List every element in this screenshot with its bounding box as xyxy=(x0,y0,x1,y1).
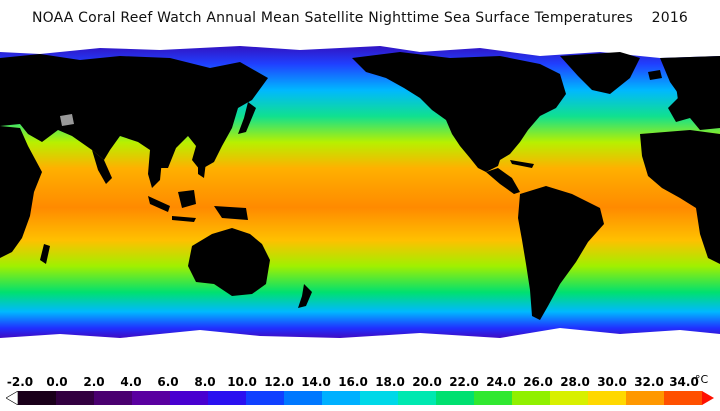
colorbar-swatch xyxy=(588,391,627,405)
colorbar xyxy=(6,391,714,405)
madagascar xyxy=(40,244,50,264)
colorbar-swatch xyxy=(398,391,437,405)
africa-east xyxy=(0,126,42,258)
tick-label: 20.0 xyxy=(412,375,442,389)
colorbar-swatch xyxy=(474,391,513,405)
colorbar-high-arrow xyxy=(702,391,714,405)
tick-label: 16.0 xyxy=(338,375,368,389)
map-title: NOAA Coral Reef Watch Annual Mean Satell… xyxy=(31,10,689,26)
tick-label: 26.0 xyxy=(523,375,553,389)
colorbar-swatch xyxy=(18,391,57,405)
tick-label: 28.0 xyxy=(560,375,590,389)
tick-label: 4.0 xyxy=(120,375,142,389)
greenland xyxy=(560,52,640,94)
sst-map xyxy=(0,38,720,364)
unit-label: °C xyxy=(695,373,709,386)
tick-label: 0.0 xyxy=(46,375,68,389)
tick-label: 6.0 xyxy=(157,375,179,389)
british-isles xyxy=(676,84,686,100)
colorbar-swatch xyxy=(512,391,551,405)
cuba xyxy=(510,160,534,168)
india xyxy=(92,150,112,184)
colorbar-swatch xyxy=(284,391,323,405)
tick-label: 24.0 xyxy=(486,375,516,389)
tick-label: 22.0 xyxy=(449,375,479,389)
tick-label: -2.0 xyxy=(6,375,34,389)
arctic-ice xyxy=(0,38,720,58)
colorbar-swatch xyxy=(550,391,589,405)
colorbar-swatch xyxy=(322,391,361,405)
java xyxy=(172,216,196,222)
borneo xyxy=(178,190,196,208)
new-zealand xyxy=(298,284,312,308)
colorbar-swatch xyxy=(664,391,703,405)
philippines xyxy=(198,156,206,178)
tick-label: 8.0 xyxy=(194,375,216,389)
iceland xyxy=(648,70,662,80)
africa-west xyxy=(640,130,720,264)
svalbard xyxy=(60,114,74,126)
antarctica xyxy=(0,328,720,364)
tick-label: 10.0 xyxy=(227,375,257,389)
indochina xyxy=(148,150,162,188)
tick-label: 34.0 xyxy=(669,375,699,389)
tick-label: 2.0 xyxy=(83,375,105,389)
colorbar-swatch xyxy=(170,391,209,405)
australia xyxy=(188,228,270,296)
colorbar-swatch xyxy=(626,391,665,405)
north-america xyxy=(352,52,566,172)
eurasia xyxy=(0,54,268,170)
colorbar-low-arrow xyxy=(6,391,19,405)
new-guinea xyxy=(214,206,248,220)
japan xyxy=(238,102,256,134)
europe xyxy=(660,56,720,130)
sumatra xyxy=(148,196,170,212)
colorbar-ticks: -2.0 0.0 2.0 4.0 6.0 8.0 10.0 12.0 14.0 … xyxy=(0,375,720,391)
tick-label: 32.0 xyxy=(634,375,664,389)
south-america xyxy=(518,186,604,320)
colorbar-swatch xyxy=(56,391,95,405)
tick-label: 12.0 xyxy=(264,375,294,389)
colorbar-swatch xyxy=(94,391,133,405)
colorbar-swatch xyxy=(436,391,475,405)
tick-label: 14.0 xyxy=(301,375,331,389)
colorbar-swatch xyxy=(208,391,247,405)
colorbar-swatch xyxy=(246,391,285,405)
colorbar-swatch xyxy=(360,391,399,405)
central-america xyxy=(486,168,520,194)
colorbar-swatch xyxy=(132,391,171,405)
tick-label: 18.0 xyxy=(375,375,405,389)
tick-label: 30.0 xyxy=(597,375,627,389)
